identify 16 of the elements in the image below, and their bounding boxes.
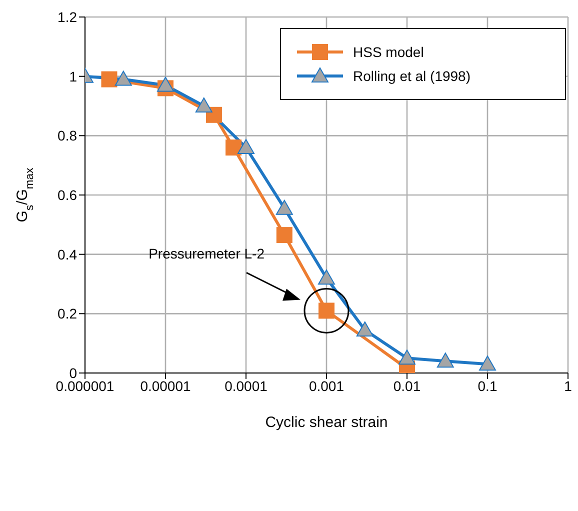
- y-tick-label: 1.2: [58, 8, 78, 25]
- x-tick-label: 0.1: [478, 378, 498, 394]
- x-tick-label: 1: [564, 378, 572, 394]
- x-tick-label: 0.00001: [140, 378, 192, 394]
- x-tick-label: 0.001: [308, 378, 344, 394]
- legend-label: Rolling et al (1998): [353, 68, 471, 84]
- y-tick-label: 0.8: [58, 128, 78, 144]
- x-tick-label: 0.01: [393, 378, 421, 394]
- x-tick-label: 0.0001: [224, 378, 268, 394]
- y-tick-label: 0.4: [58, 246, 78, 262]
- legend-label: HSS model: [353, 44, 424, 60]
- x-axis-title: Cyclic shear strain: [265, 414, 388, 431]
- y-tick-label: 0.2: [58, 306, 78, 322]
- annotation: Pressuremeter L-2: [148, 246, 265, 262]
- y-tick-label: 1: [69, 68, 78, 84]
- y-tick-label: 0.6: [58, 186, 78, 203]
